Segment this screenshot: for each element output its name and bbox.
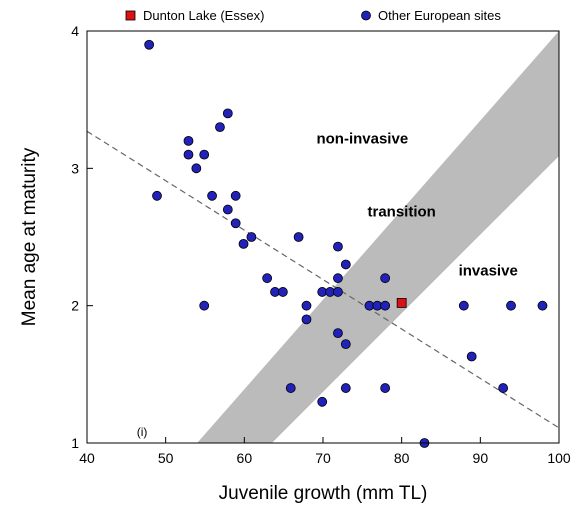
- data-point-other-site: [317, 396, 328, 407]
- data-point-other-site: [199, 149, 210, 160]
- data-point-dunton-lake: [396, 298, 407, 308]
- data-points: [144, 39, 548, 448]
- data-point-other-site: [199, 300, 210, 311]
- legend-marker-dunton-lake: [125, 10, 136, 21]
- data-point-other-site: [333, 287, 343, 297]
- x-tick-label: 100: [547, 450, 571, 466]
- legend: Dunton Lake (Essex) Other European sites: [125, 8, 501, 23]
- y-tick-label: 3: [71, 160, 79, 176]
- data-point-other-site: [380, 300, 391, 311]
- legend-marker-other-sites: [361, 10, 371, 21]
- data-point-other-site: [340, 259, 351, 270]
- data-point-other-site: [215, 122, 225, 133]
- data-point-other-site: [230, 190, 241, 201]
- data-point-other-site: [293, 232, 304, 242]
- data-point-other-site: [285, 383, 296, 393]
- data-point-other-site: [498, 383, 509, 393]
- data-point-other-site: [144, 39, 155, 50]
- annotation-invasive: invasive: [459, 262, 518, 279]
- dashed-reference-line: [87, 130, 559, 429]
- data-point-other-site: [183, 149, 194, 160]
- annotation-i: (i): [137, 425, 148, 439]
- data-point-other-site: [277, 287, 288, 297]
- legend-label-dunton-lake: Dunton Lake (Essex): [143, 8, 264, 23]
- x-tick-label: 40: [79, 450, 95, 466]
- data-point-other-site: [466, 351, 477, 362]
- data-point-other-site: [340, 383, 351, 393]
- data-point-other-site: [333, 273, 343, 284]
- data-point-other-site: [380, 383, 391, 393]
- x-tick-label: 90: [473, 450, 489, 466]
- y-tick-label: 1: [71, 435, 79, 451]
- data-point-other-site: [230, 218, 241, 229]
- data-point-other-site: [246, 232, 257, 242]
- data-point-other-site: [380, 273, 391, 284]
- legend-label-other-sites: Other European sites: [378, 8, 501, 23]
- x-axis-title: Juvenile growth (mm TL): [219, 483, 428, 504]
- y-axis-title: Mean age at maturity: [19, 147, 40, 326]
- data-point-other-site: [301, 300, 312, 311]
- data-point-other-site: [506, 300, 516, 311]
- transition-band: [197, 31, 559, 443]
- data-point-other-site: [340, 339, 351, 350]
- x-tick-label: 50: [158, 450, 174, 466]
- annotation-transition: transition: [367, 203, 435, 220]
- data-point-other-site: [333, 241, 343, 252]
- y-tick-label: 4: [71, 23, 79, 39]
- data-point-other-site: [183, 135, 194, 146]
- axis-ticks: [86, 30, 560, 444]
- data-point-other-site: [222, 108, 233, 119]
- data-point-other-site: [207, 190, 217, 201]
- data-point-other-site: [238, 238, 249, 249]
- data-point-other-site: [222, 204, 233, 215]
- data-point-other-site: [152, 190, 162, 201]
- data-point-other-site: [458, 300, 469, 311]
- x-tick-label: 70: [315, 450, 331, 466]
- x-tick-label: 60: [237, 450, 253, 466]
- data-point-other-site: [537, 300, 548, 311]
- data-point-other-site: [333, 328, 343, 339]
- data-point-other-site: [301, 314, 312, 325]
- y-tick-label: 2: [71, 298, 79, 314]
- data-point-other-site: [262, 273, 273, 284]
- annotation-non-invasive: non-invasive: [316, 131, 408, 148]
- data-point-other-site: [191, 163, 202, 174]
- x-tick-label: 80: [394, 450, 410, 466]
